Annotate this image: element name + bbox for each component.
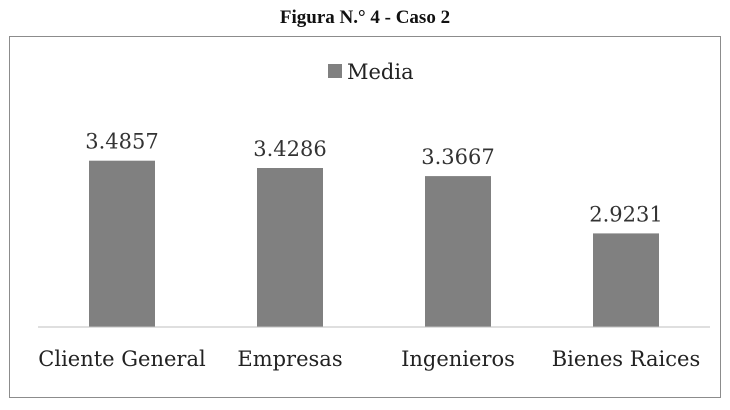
value-label-ingenieros: 3.3667 [421, 145, 494, 169]
legend-label: Media [347, 60, 414, 84]
figure-title: Figura N.° 4 - Caso 2 [279, 7, 451, 28]
bars-group [89, 160, 659, 327]
bar-ingenieros [425, 176, 491, 327]
value-label-cliente-general: 3.4857 [85, 130, 158, 154]
value-labels-group: 3.4857 3.4286 3.3667 2.9231 [85, 130, 662, 227]
category-label-cliente-general: Cliente General [38, 347, 206, 371]
value-label-bienes-raices: 2.9231 [589, 202, 662, 226]
category-labels-group: Cliente General Empresas Ingenieros Bienes … [38, 347, 700, 371]
bar-bienes-raices [593, 233, 659, 327]
bar-cliente-general [89, 160, 155, 327]
legend-swatch [328, 64, 342, 78]
category-label-ingenieros: Ingenieros [401, 347, 515, 371]
category-label-bienes-raices: Bienes Raices [552, 347, 700, 371]
bar-empresas [257, 168, 323, 327]
category-label-empresas: Empresas [237, 347, 342, 371]
value-label-empresas: 3.4286 [253, 137, 326, 161]
legend: Media [328, 60, 414, 84]
